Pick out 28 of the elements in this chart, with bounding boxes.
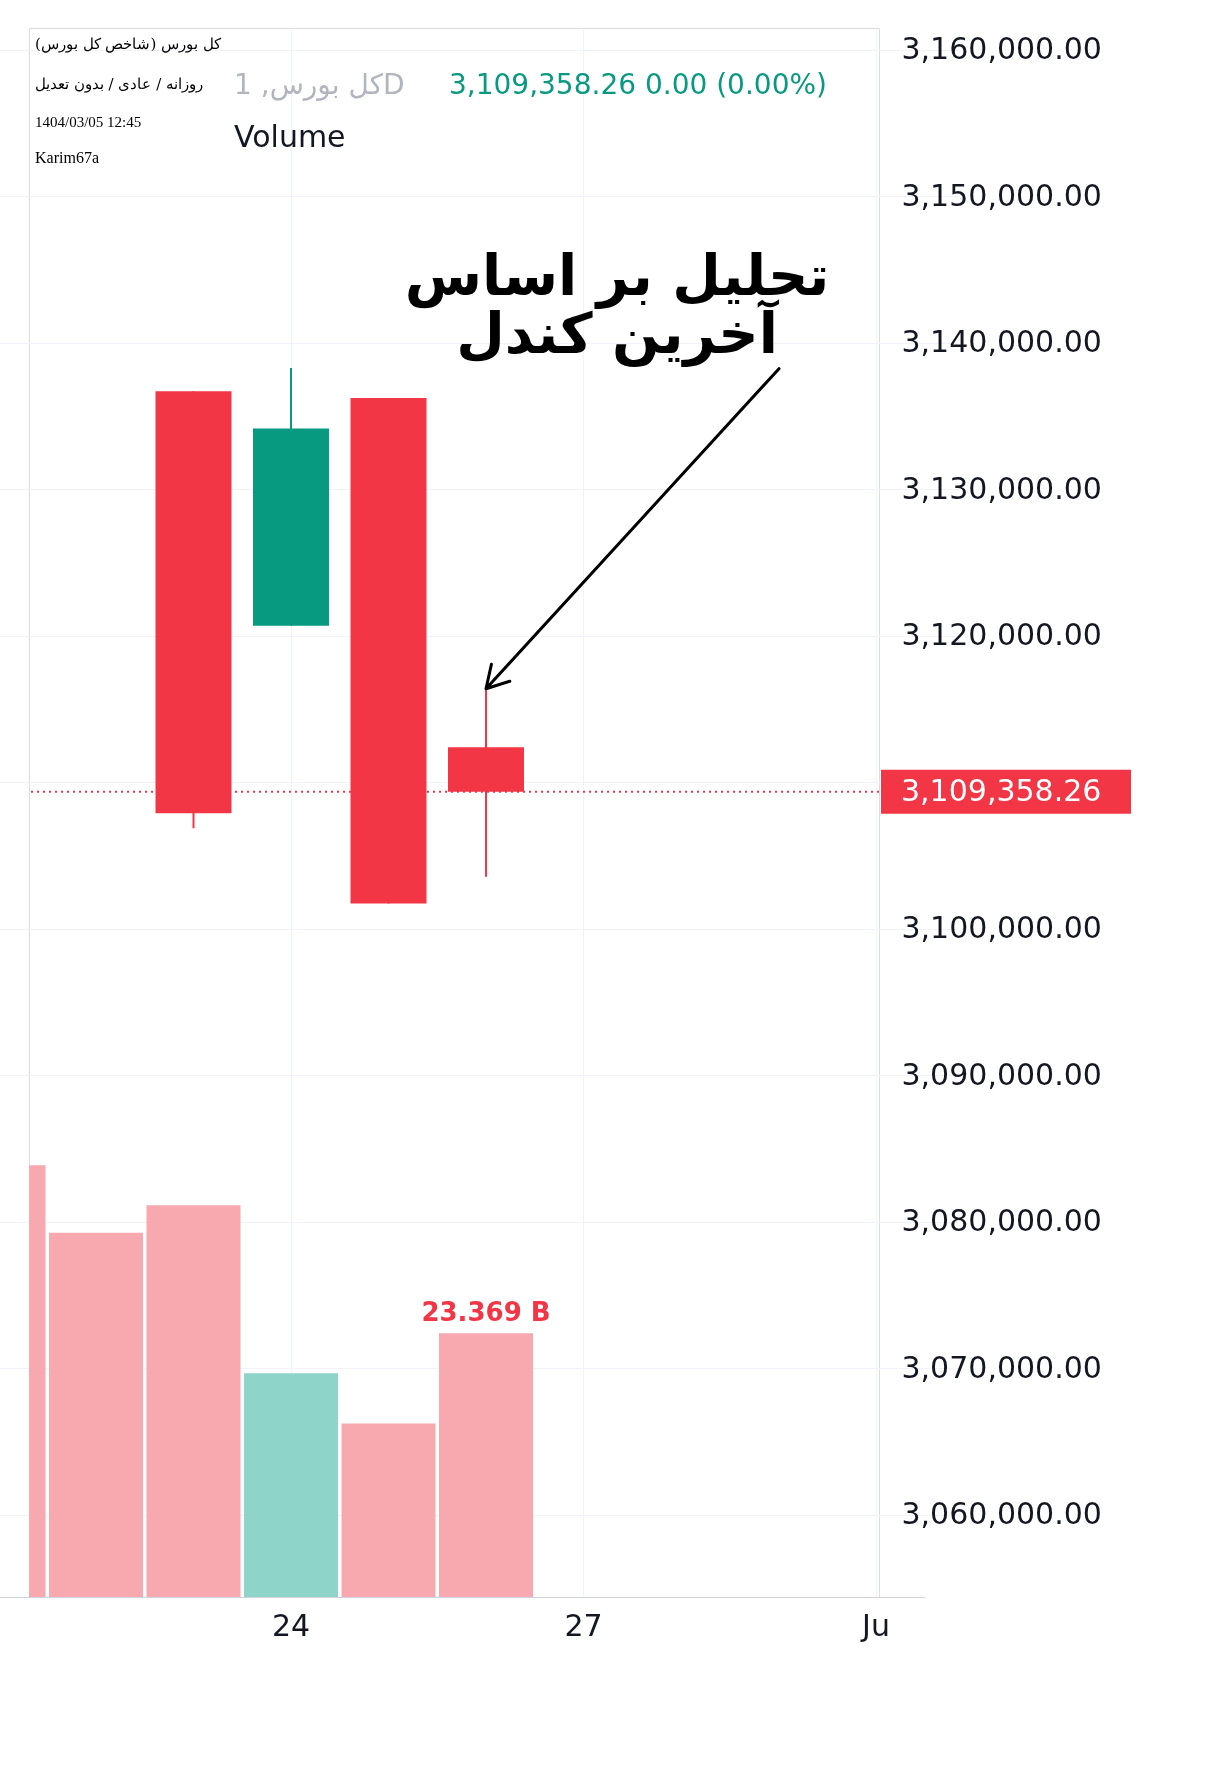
bar <box>49 1232 143 1597</box>
annotation: کل بورس (شاخص کل بورس) <box>35 35 222 53</box>
y-tick-label: 3,090,000.00 <box>901 1056 1102 1092</box>
annotation: کل بورس, 1D <box>234 68 405 101</box>
y-tick-label: 3,120,000.00 <box>901 617 1102 653</box>
x-tick-label: Ju <box>860 1607 890 1643</box>
bar <box>146 1205 241 1597</box>
y-tick-label: 3,150,000.00 <box>901 177 1102 213</box>
annotation: Karim67a <box>35 149 99 166</box>
annotation: 1404/03/05 12:45 <box>35 114 142 130</box>
y-tick-label: 3,140,000.00 <box>901 324 1102 360</box>
annotation: 3,109,358.26 0.00 (0.00%) <box>449 68 827 101</box>
ref-line-label: 3,109,358.26 <box>901 772 1102 808</box>
bar <box>341 1423 436 1597</box>
y-tick-label: 3,070,000.00 <box>901 1349 1102 1385</box>
y-tick-label: 3,160,000.00 <box>901 31 1102 67</box>
annotation: روزانه / عادی / بدون تعدیل <box>35 75 203 93</box>
y-tick-label: 3,080,000.00 <box>901 1203 1102 1239</box>
y-tick-label: 3,130,000.00 <box>901 470 1102 506</box>
x-tick-label: 24 <box>271 1607 311 1643</box>
bar <box>244 1373 338 1597</box>
y-tick-label: 3,100,000.00 <box>901 910 1102 946</box>
annotation: تحلیل بر اساس آخرین کندل <box>404 243 830 367</box>
y-tick-label: 3,060,000.00 <box>901 1496 1102 1532</box>
data-label: 23.369 B <box>421 1297 551 1328</box>
bar <box>439 1333 533 1597</box>
x-tick-label: 27 <box>564 1607 603 1643</box>
annotation: Volume <box>234 119 346 154</box>
